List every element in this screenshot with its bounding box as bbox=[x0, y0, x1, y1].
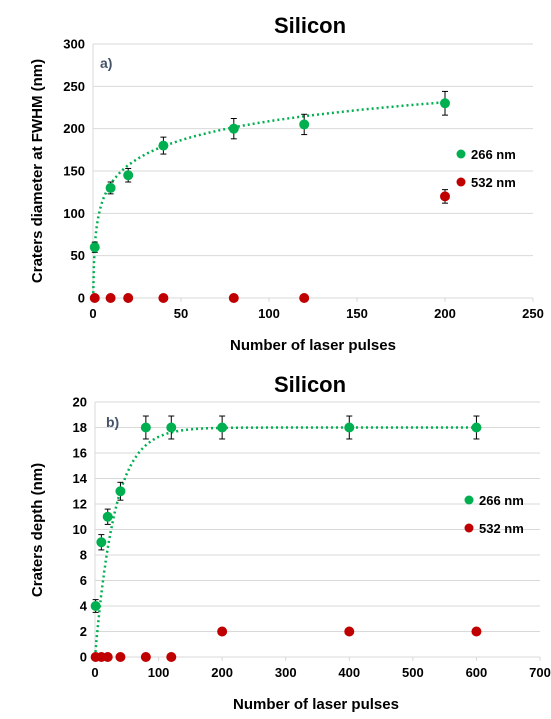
x-tick-label: 100 bbox=[148, 665, 170, 680]
y-tick-label: 0 bbox=[80, 650, 87, 665]
y-tick-label: 200 bbox=[63, 121, 85, 136]
chart-b-y-ticks: 0 2 4 6 8 10 12 14 16 18 20 bbox=[73, 395, 88, 665]
chart-b-ylabel: Craters depth (nm) bbox=[29, 463, 46, 597]
chart-b-axes bbox=[94, 402, 541, 661]
point-266-nm bbox=[115, 486, 126, 497]
x-tick-label: 500 bbox=[402, 665, 424, 680]
point-266-nm bbox=[440, 98, 450, 109]
y-tick-label: 300 bbox=[63, 37, 85, 52]
point-532-nm bbox=[471, 626, 482, 637]
x-tick-label: 400 bbox=[338, 665, 360, 680]
point-266-nm bbox=[123, 170, 134, 181]
chart-a-legend: 266 nm 532 nm bbox=[456, 147, 516, 190]
chart-b-xlabel: Number of laser pulses bbox=[233, 696, 399, 713]
chart-a-axes bbox=[92, 44, 534, 302]
point-266-nm bbox=[344, 422, 355, 433]
point-266-nm bbox=[166, 422, 177, 433]
chart-a-panel-label: a) bbox=[100, 55, 112, 71]
chart-a-legend-swatch-532 bbox=[456, 177, 466, 187]
chart-a-legend-swatch-266 bbox=[456, 149, 466, 159]
point-266-nm bbox=[299, 119, 310, 130]
chart-b-title: Silicon bbox=[274, 372, 346, 397]
x-tick-label: 100 bbox=[258, 306, 280, 321]
point-532-nm bbox=[228, 293, 239, 303]
x-tick-label: 200 bbox=[211, 665, 233, 680]
y-tick-label: 100 bbox=[63, 206, 85, 221]
x-tick-label: 700 bbox=[529, 665, 551, 680]
point-532-nm bbox=[115, 652, 126, 662]
point-532-nm bbox=[166, 652, 177, 662]
point-532-nm bbox=[440, 191, 450, 202]
chart-b-fit-curve bbox=[93, 426, 477, 658]
chart-b-gridlines bbox=[95, 401, 540, 658]
chart-b-points bbox=[90, 415, 482, 662]
chart-a-ylabel: Craters diameter at FWHM (nm) bbox=[29, 59, 46, 283]
y-tick-label: 6 bbox=[80, 573, 87, 588]
point-266-nm bbox=[105, 182, 116, 193]
point-266-nm bbox=[158, 140, 169, 151]
y-tick-label: 18 bbox=[73, 420, 87, 435]
chart-b-legend-label-266: 266 nm bbox=[479, 493, 524, 508]
x-tick-label: 150 bbox=[346, 306, 368, 321]
point-532-nm bbox=[89, 293, 100, 303]
x-tick-label: 250 bbox=[522, 306, 544, 321]
y-tick-label: 8 bbox=[80, 548, 87, 563]
chart-a-gridlines bbox=[93, 43, 533, 299]
chart-a: Silicon 0 50 100 150 200 250 300 0 50 100 150 200 2… bbox=[29, 13, 544, 354]
x-tick-label: 0 bbox=[89, 306, 96, 321]
chart-a-legend-label-532: 532 nm bbox=[471, 175, 516, 190]
y-tick-label: 20 bbox=[73, 395, 87, 410]
point-532-nm bbox=[102, 652, 113, 662]
x-tick-label: 200 bbox=[434, 306, 456, 321]
chart-b-legend-swatch-266 bbox=[464, 495, 474, 505]
y-tick-label: 150 bbox=[63, 164, 85, 179]
chart-a-title: Silicon bbox=[274, 13, 346, 38]
chart-b-legend: 266 nm 532 nm bbox=[464, 493, 524, 536]
point-266-nm bbox=[89, 242, 100, 253]
chart-a-fit-curve bbox=[92, 101, 446, 300]
chart-a-legend-label-266: 266 nm bbox=[471, 147, 516, 162]
chart-b-panel-label: b) bbox=[106, 414, 119, 430]
chart-b-legend-label-532: 532 nm bbox=[479, 521, 524, 536]
y-tick-label: 12 bbox=[73, 497, 87, 512]
point-266-nm bbox=[471, 422, 482, 433]
point-532-nm bbox=[158, 293, 169, 303]
y-tick-label: 4 bbox=[80, 599, 88, 614]
chart-a-xlabel: Number of laser pulses bbox=[230, 337, 396, 354]
chart-b: Silicon 0 2 4 6 8 10 12 14 16 18 20 0 100 200 300 400 5… bbox=[29, 372, 551, 713]
y-tick-label: 50 bbox=[71, 248, 85, 263]
point-266-nm bbox=[96, 537, 107, 548]
chart-a-points bbox=[89, 90, 450, 303]
point-266-nm bbox=[102, 511, 113, 522]
chart-b-legend-swatch-532 bbox=[464, 523, 474, 533]
chart-a-x-ticks: 0 50 100 150 200 250 bbox=[89, 306, 543, 321]
y-tick-label: 10 bbox=[73, 522, 87, 537]
point-532-nm bbox=[344, 626, 355, 637]
chart-a-y-ticks: 0 50 100 150 200 250 300 bbox=[63, 37, 85, 306]
x-tick-label: 50 bbox=[174, 306, 188, 321]
x-tick-label: 300 bbox=[275, 665, 297, 680]
point-532-nm bbox=[105, 293, 116, 303]
point-532-nm bbox=[140, 652, 151, 662]
point-266-nm bbox=[217, 422, 228, 433]
y-tick-label: 250 bbox=[63, 79, 85, 94]
chart-b-x-ticks: 0 100 200 300 400 500 600 700 bbox=[91, 665, 550, 680]
point-266-nm bbox=[140, 422, 151, 433]
point-266-nm bbox=[90, 601, 101, 611]
point-266-nm bbox=[228, 123, 239, 134]
y-tick-label: 16 bbox=[73, 446, 87, 461]
x-tick-label: 0 bbox=[91, 665, 98, 680]
point-532-nm bbox=[217, 626, 228, 637]
x-tick-label: 600 bbox=[466, 665, 488, 680]
y-tick-label: 14 bbox=[73, 471, 88, 486]
point-532-nm bbox=[299, 293, 310, 303]
point-532-nm bbox=[123, 293, 134, 303]
y-tick-label: 2 bbox=[80, 624, 87, 639]
y-tick-label: 0 bbox=[78, 291, 85, 306]
